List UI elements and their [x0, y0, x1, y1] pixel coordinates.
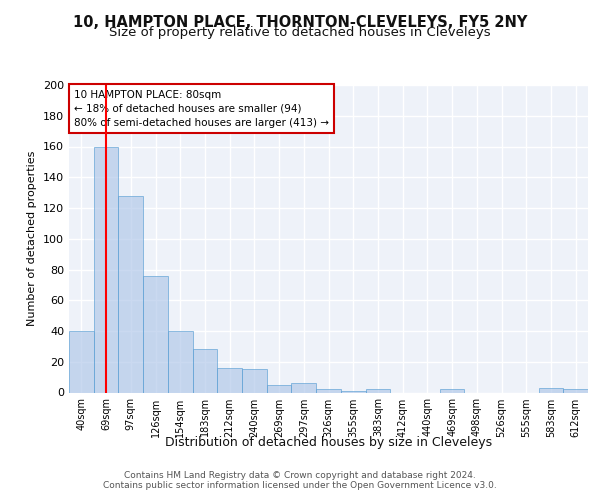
Bar — [563, 390, 588, 392]
Bar — [292, 384, 316, 392]
Bar — [217, 368, 242, 392]
Bar — [168, 331, 193, 392]
Bar — [143, 276, 168, 392]
Bar — [118, 196, 143, 392]
Text: 10 HAMPTON PLACE: 80sqm
← 18% of detached houses are smaller (94)
80% of semi-de: 10 HAMPTON PLACE: 80sqm ← 18% of detache… — [74, 90, 329, 128]
Text: Contains HM Land Registry data © Crown copyright and database right 2024.: Contains HM Land Registry data © Crown c… — [124, 472, 476, 480]
Bar — [69, 331, 94, 392]
Y-axis label: Number of detached properties: Number of detached properties — [28, 151, 37, 326]
Text: Contains public sector information licensed under the Open Government Licence v3: Contains public sector information licen… — [103, 482, 497, 490]
Text: Size of property relative to detached houses in Cleveleys: Size of property relative to detached ho… — [109, 26, 491, 39]
Bar — [316, 390, 341, 392]
Text: Distribution of detached houses by size in Cleveleys: Distribution of detached houses by size … — [165, 436, 493, 449]
Bar — [94, 146, 118, 392]
Bar — [539, 388, 563, 392]
Bar — [440, 390, 464, 392]
Bar — [267, 385, 292, 392]
Bar — [365, 390, 390, 392]
Text: 10, HAMPTON PLACE, THORNTON-CLEVELEYS, FY5 2NY: 10, HAMPTON PLACE, THORNTON-CLEVELEYS, F… — [73, 15, 527, 30]
Bar — [242, 370, 267, 392]
Bar — [341, 391, 365, 392]
Bar — [193, 350, 217, 393]
